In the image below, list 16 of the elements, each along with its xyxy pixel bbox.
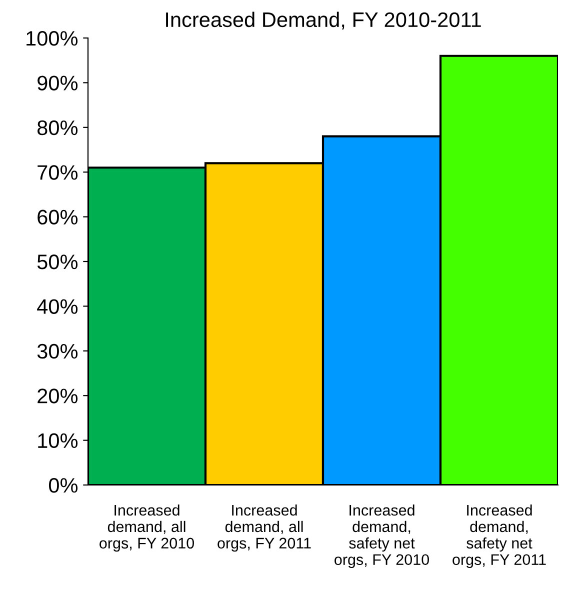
y-tick-label: 50%: [37, 254, 78, 270]
y-tick-label: 60%: [38, 210, 78, 225]
y-tick-label: 100%: [26, 31, 78, 46]
x-tick-label: Increased demand, safety net orgs, FY 2011: [452, 504, 546, 568]
y-tick-label: 90%: [38, 76, 78, 90]
y-tick-label: 30%: [37, 344, 78, 359]
y-tick-label: 0%: [48, 478, 78, 493]
y-tick-label: 40%: [37, 299, 78, 314]
chart-title: Increased Demand, FY 2010-2011: [166, 12, 481, 30]
x-tick-label: Increased demand, all orgs, FY 2010: [100, 504, 194, 552]
x-tick-label: Increased demand, all orgs, FY 2011: [218, 504, 311, 552]
y-tick-label: 10%: [38, 433, 78, 448]
y-tick-label: 80%: [37, 120, 78, 136]
x-tick-label: Increased demand, safety net orgs, FY 2010: [334, 504, 430, 568]
y-tick-label: 20%: [38, 388, 78, 404]
y-tick-label: 70%: [38, 165, 78, 180]
